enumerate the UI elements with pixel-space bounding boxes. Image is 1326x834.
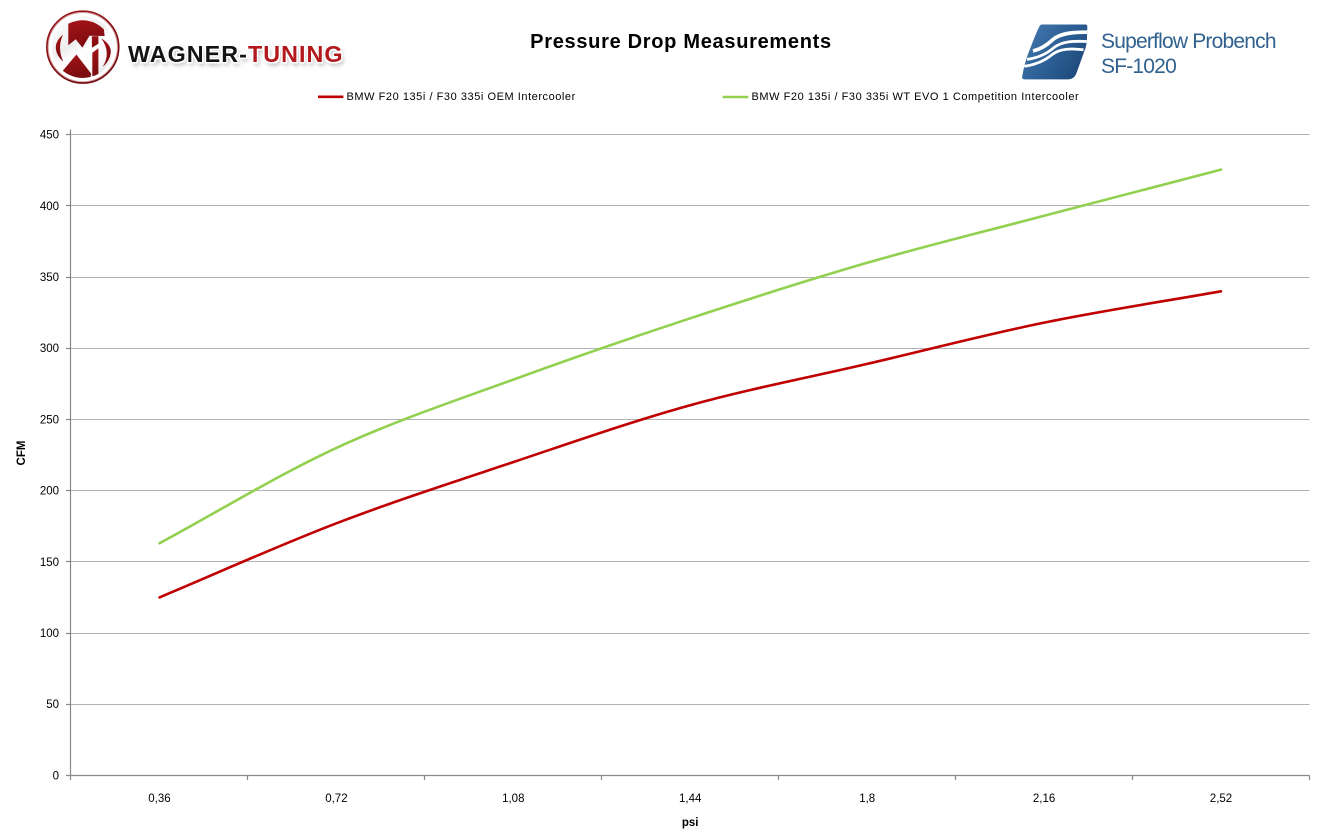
svg-text:psi: psi bbox=[682, 817, 699, 829]
svg-text:1,44: 1,44 bbox=[679, 793, 702, 805]
svg-text:1,08: 1,08 bbox=[502, 793, 524, 805]
svg-text:100: 100 bbox=[40, 628, 59, 640]
svg-text:CFM: CFM bbox=[16, 441, 28, 466]
svg-text:350: 350 bbox=[40, 272, 59, 284]
svg-text:400: 400 bbox=[40, 201, 59, 213]
svg-text:450: 450 bbox=[40, 130, 59, 142]
svg-text:0,36: 0,36 bbox=[148, 793, 170, 805]
svg-text:1,8: 1,8 bbox=[859, 793, 875, 805]
svg-text:300: 300 bbox=[40, 343, 59, 355]
svg-text:0,72: 0,72 bbox=[325, 793, 347, 805]
svg-text:150: 150 bbox=[40, 557, 59, 569]
svg-text:200: 200 bbox=[40, 486, 59, 498]
svg-text:2,16: 2,16 bbox=[1033, 793, 1055, 805]
svg-text:250: 250 bbox=[40, 414, 59, 426]
svg-text:2,52: 2,52 bbox=[1210, 793, 1232, 805]
svg-text:50: 50 bbox=[46, 699, 59, 711]
svg-text:0: 0 bbox=[53, 770, 59, 782]
